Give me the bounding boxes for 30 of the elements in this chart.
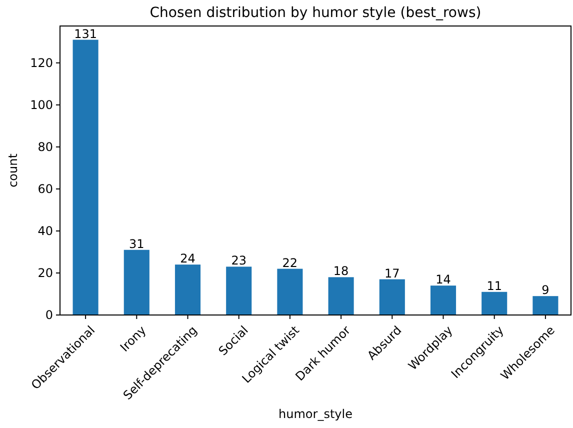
bar	[72, 40, 98, 315]
data-label: 23	[231, 254, 246, 268]
data-label: 18	[333, 264, 349, 278]
y-tick-label: 0	[45, 308, 53, 322]
bar	[379, 279, 405, 315]
data-label: 31	[129, 236, 144, 251]
y-tick-label: 120	[30, 56, 53, 70]
x-axis-title: humor_style	[278, 407, 352, 421]
y-tick-label: 60	[38, 182, 53, 196]
y-tick-label: 80	[38, 140, 53, 154]
bar	[124, 250, 150, 315]
bar	[482, 292, 508, 315]
y-axis-title: count	[6, 153, 20, 188]
y-tick-label: 40	[38, 224, 53, 238]
bar	[174, 264, 201, 315]
chart-title: Chosen distribution by humor style (best_rows)	[150, 5, 482, 21]
bar	[277, 268, 303, 315]
data-label: 131	[74, 26, 98, 41]
y-tick-label: 20	[38, 266, 53, 280]
data-label: 11	[486, 278, 502, 293]
data-label: 14	[436, 272, 451, 287]
data-label: 24	[180, 252, 196, 266]
bar	[532, 296, 558, 315]
data-label: 22	[282, 256, 298, 270]
data-label: 9	[542, 283, 550, 298]
bar	[226, 266, 252, 315]
bar	[430, 286, 456, 315]
y-tick-label: 100	[30, 98, 53, 112]
data-label: 17	[384, 266, 400, 280]
bar	[328, 277, 354, 315]
